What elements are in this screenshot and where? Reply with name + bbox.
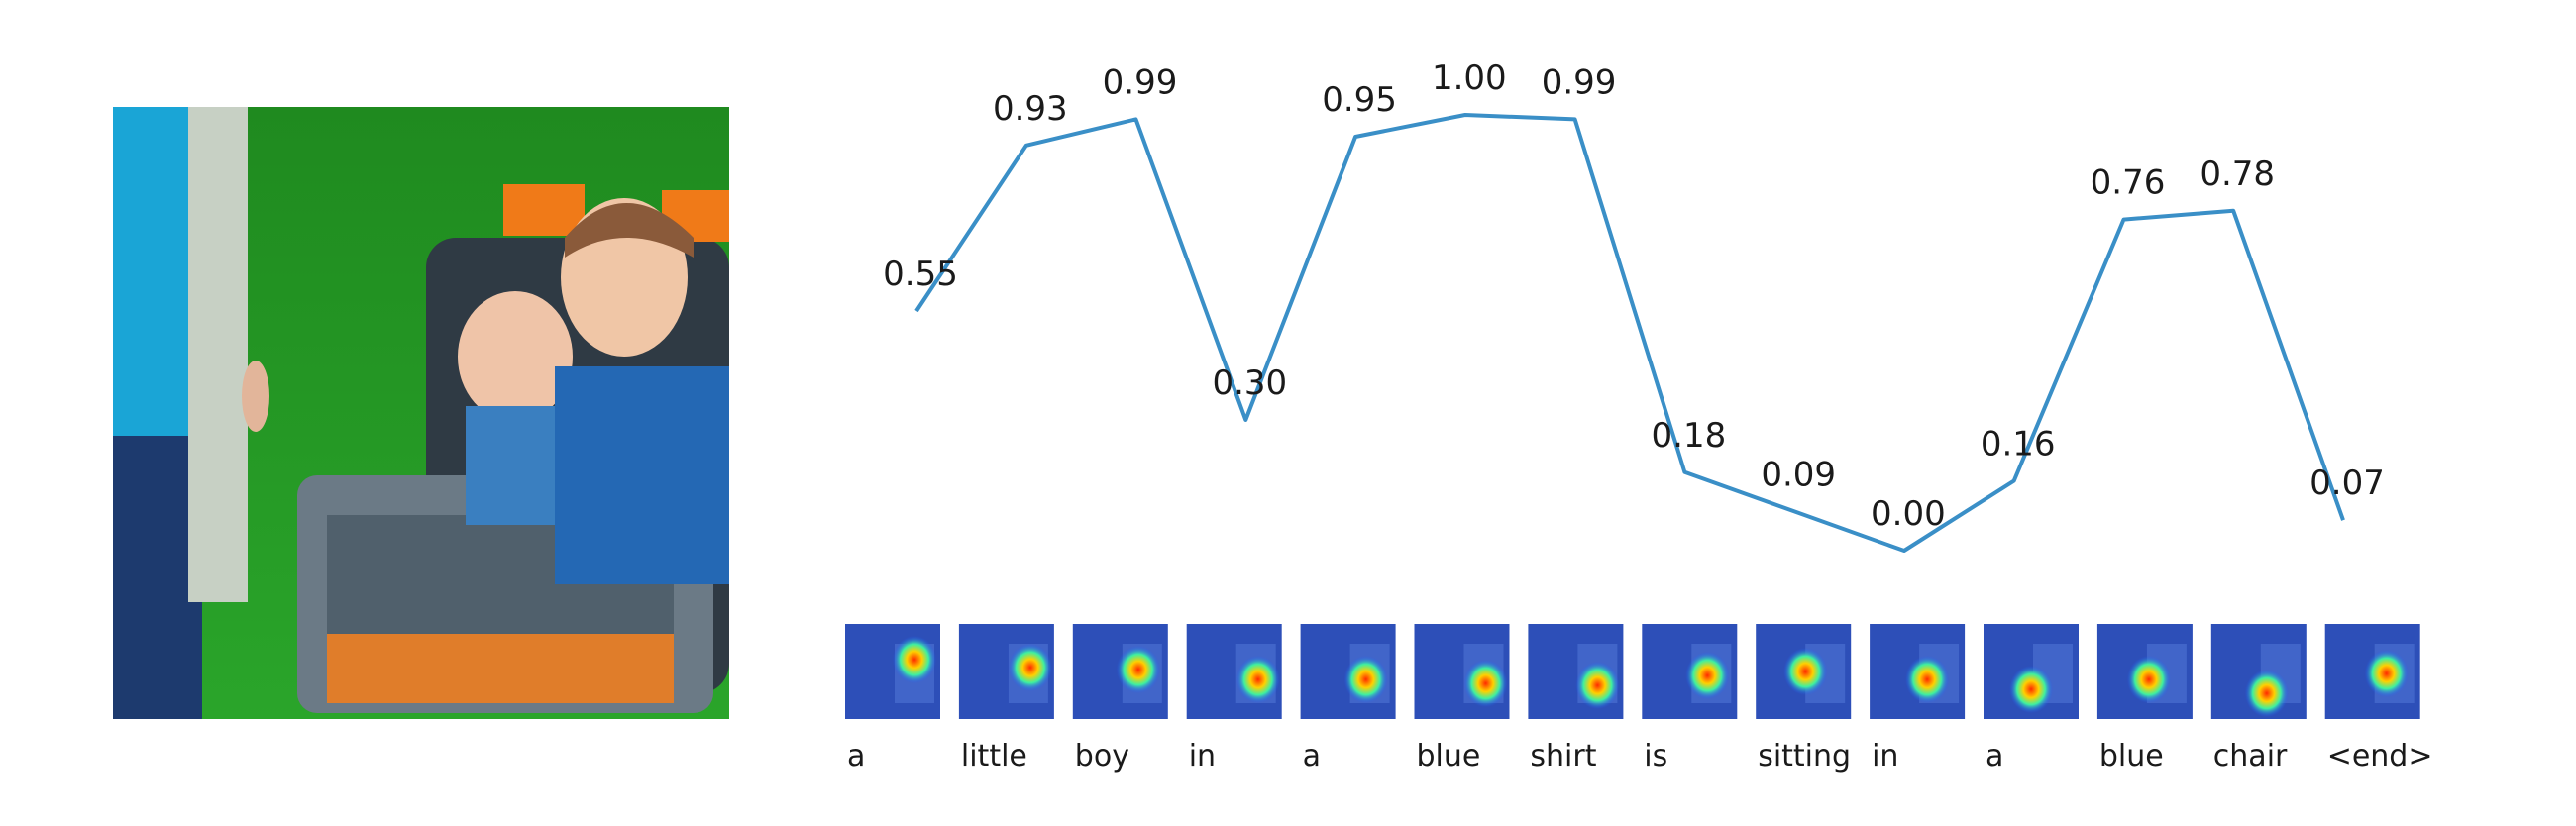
value-label: 0.07 xyxy=(2309,464,2385,503)
word-label: chair xyxy=(2213,739,2288,774)
attention-thumbnail xyxy=(1870,624,1966,719)
value-label: 0.16 xyxy=(1981,425,2056,465)
word-label: sitting xyxy=(1758,739,1851,774)
word-label: blue xyxy=(1417,739,1481,774)
attention-thumbnail xyxy=(1984,624,2079,719)
attention-line xyxy=(914,113,2345,553)
word-label: boy xyxy=(1075,739,1129,774)
value-label: 0.76 xyxy=(2091,163,2166,203)
attention-thumbnail xyxy=(1528,624,1624,719)
attention-thumbnail xyxy=(1756,624,1852,719)
word-label: a xyxy=(1986,739,2003,774)
attention-thumbnail xyxy=(2210,624,2307,719)
attention-thumbnails xyxy=(845,624,2420,719)
word-label: a xyxy=(1303,739,1321,774)
value-label: 0.99 xyxy=(1542,62,1617,102)
attention-thumbnail xyxy=(1072,624,1168,719)
word-label: shirt xyxy=(1530,739,1596,774)
value-label: 0.55 xyxy=(883,255,958,294)
attention-thumbnail xyxy=(1186,624,1282,719)
word-label: in xyxy=(1189,739,1216,774)
word-label: is xyxy=(1644,739,1667,774)
source-photo xyxy=(113,107,729,719)
attention-thumbnail xyxy=(1414,624,1510,719)
attention-thumbnail xyxy=(1300,624,1396,719)
attention-thumbnail xyxy=(845,624,940,719)
word-label: a xyxy=(847,739,865,774)
attention-thumbnail xyxy=(958,624,1054,719)
value-label: 0.30 xyxy=(1212,363,1287,403)
value-label: 0.99 xyxy=(1103,62,1178,102)
word-label: in xyxy=(1872,739,1898,774)
value-label: 0.09 xyxy=(1761,455,1836,494)
word-labels: a little boy in a blue shirt is sitting in a blue ch… xyxy=(847,739,2432,774)
value-label: 0.18 xyxy=(1652,416,1727,456)
attention-thumbnail xyxy=(2324,624,2420,719)
value-label: 1.00 xyxy=(1432,58,1507,98)
value-labels: 0.55 0.93 0.99 0.30 0.95 1.00 0.99 0.18 0.09 0.00… xyxy=(883,58,2385,534)
value-label: 0.93 xyxy=(993,89,1068,129)
value-label: 0.95 xyxy=(1322,80,1397,120)
word-label: <end> xyxy=(2327,739,2433,774)
word-label: little xyxy=(961,739,1027,774)
value-label: 0.78 xyxy=(2200,155,2275,194)
attention-thumbnail xyxy=(2096,624,2193,719)
word-label: blue xyxy=(2099,739,2164,774)
value-label: 0.00 xyxy=(1871,494,1946,534)
attention-thumbnail xyxy=(1642,624,1738,719)
